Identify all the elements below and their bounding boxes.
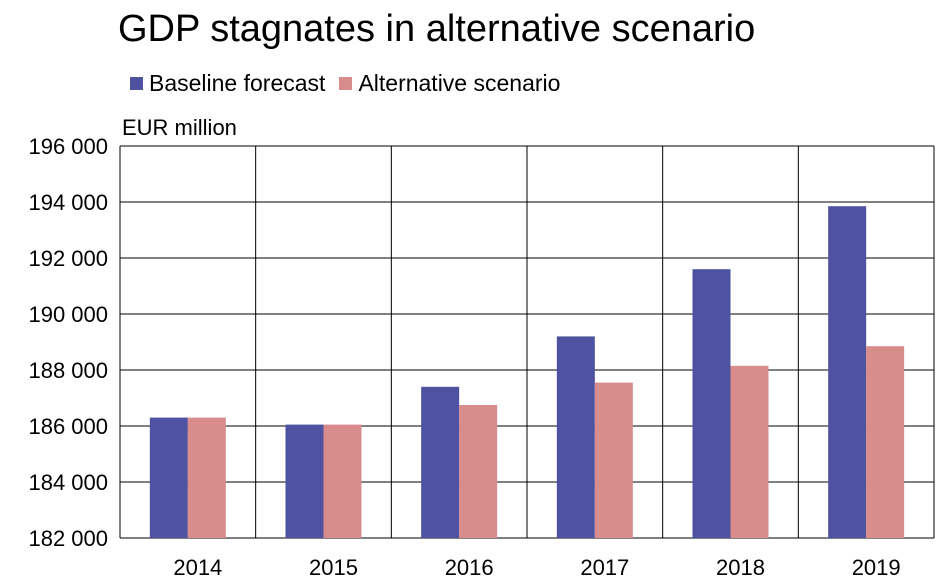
bar-baseline [285,424,324,538]
bar-alternative [187,417,226,538]
x-tick-label: 2016 [445,555,494,578]
y-tick-label: 192 000 [28,246,108,271]
y-tick-label: 186 000 [28,414,108,439]
legend: Baseline forecast Alternative scenario [130,70,574,97]
bar-alternative [323,424,362,538]
y-tick-label: 196 000 [28,134,108,159]
y-tick-label: 184 000 [28,470,108,495]
chart-title: GDP stagnates in alternative scenario [118,8,756,50]
legend-label-alternative: Alternative scenario [358,70,561,96]
bar-baseline [556,336,595,538]
legend-item-alternative: Alternative scenario [339,70,560,97]
x-tick-label: 2015 [309,555,358,578]
bar-alternative [866,346,905,538]
legend-item-baseline: Baseline forecast [130,70,325,97]
bar-baseline [692,269,731,538]
y-tick-label: 182 000 [28,526,108,551]
legend-swatch-alternative [339,77,353,90]
bar-baseline [149,417,188,538]
y-tick-label: 190 000 [28,302,108,327]
x-tick-label: 2018 [716,555,765,578]
x-tick-label: 2019 [852,555,901,578]
bar-baseline [828,206,867,538]
legend-label-baseline: Baseline forecast [149,70,326,96]
y-axis-unit-label: EUR million [122,115,237,140]
bar-alternative [730,365,769,538]
bar-alternative [459,405,498,538]
y-tick-label: 194 000 [28,190,108,215]
bar-baseline [421,386,460,538]
legend-swatch-baseline [130,77,143,90]
bar-alternative [594,382,633,538]
x-tick-label: 2017 [580,555,629,578]
y-tick-label: 188 000 [28,358,108,383]
x-tick-label: 2014 [173,555,222,578]
